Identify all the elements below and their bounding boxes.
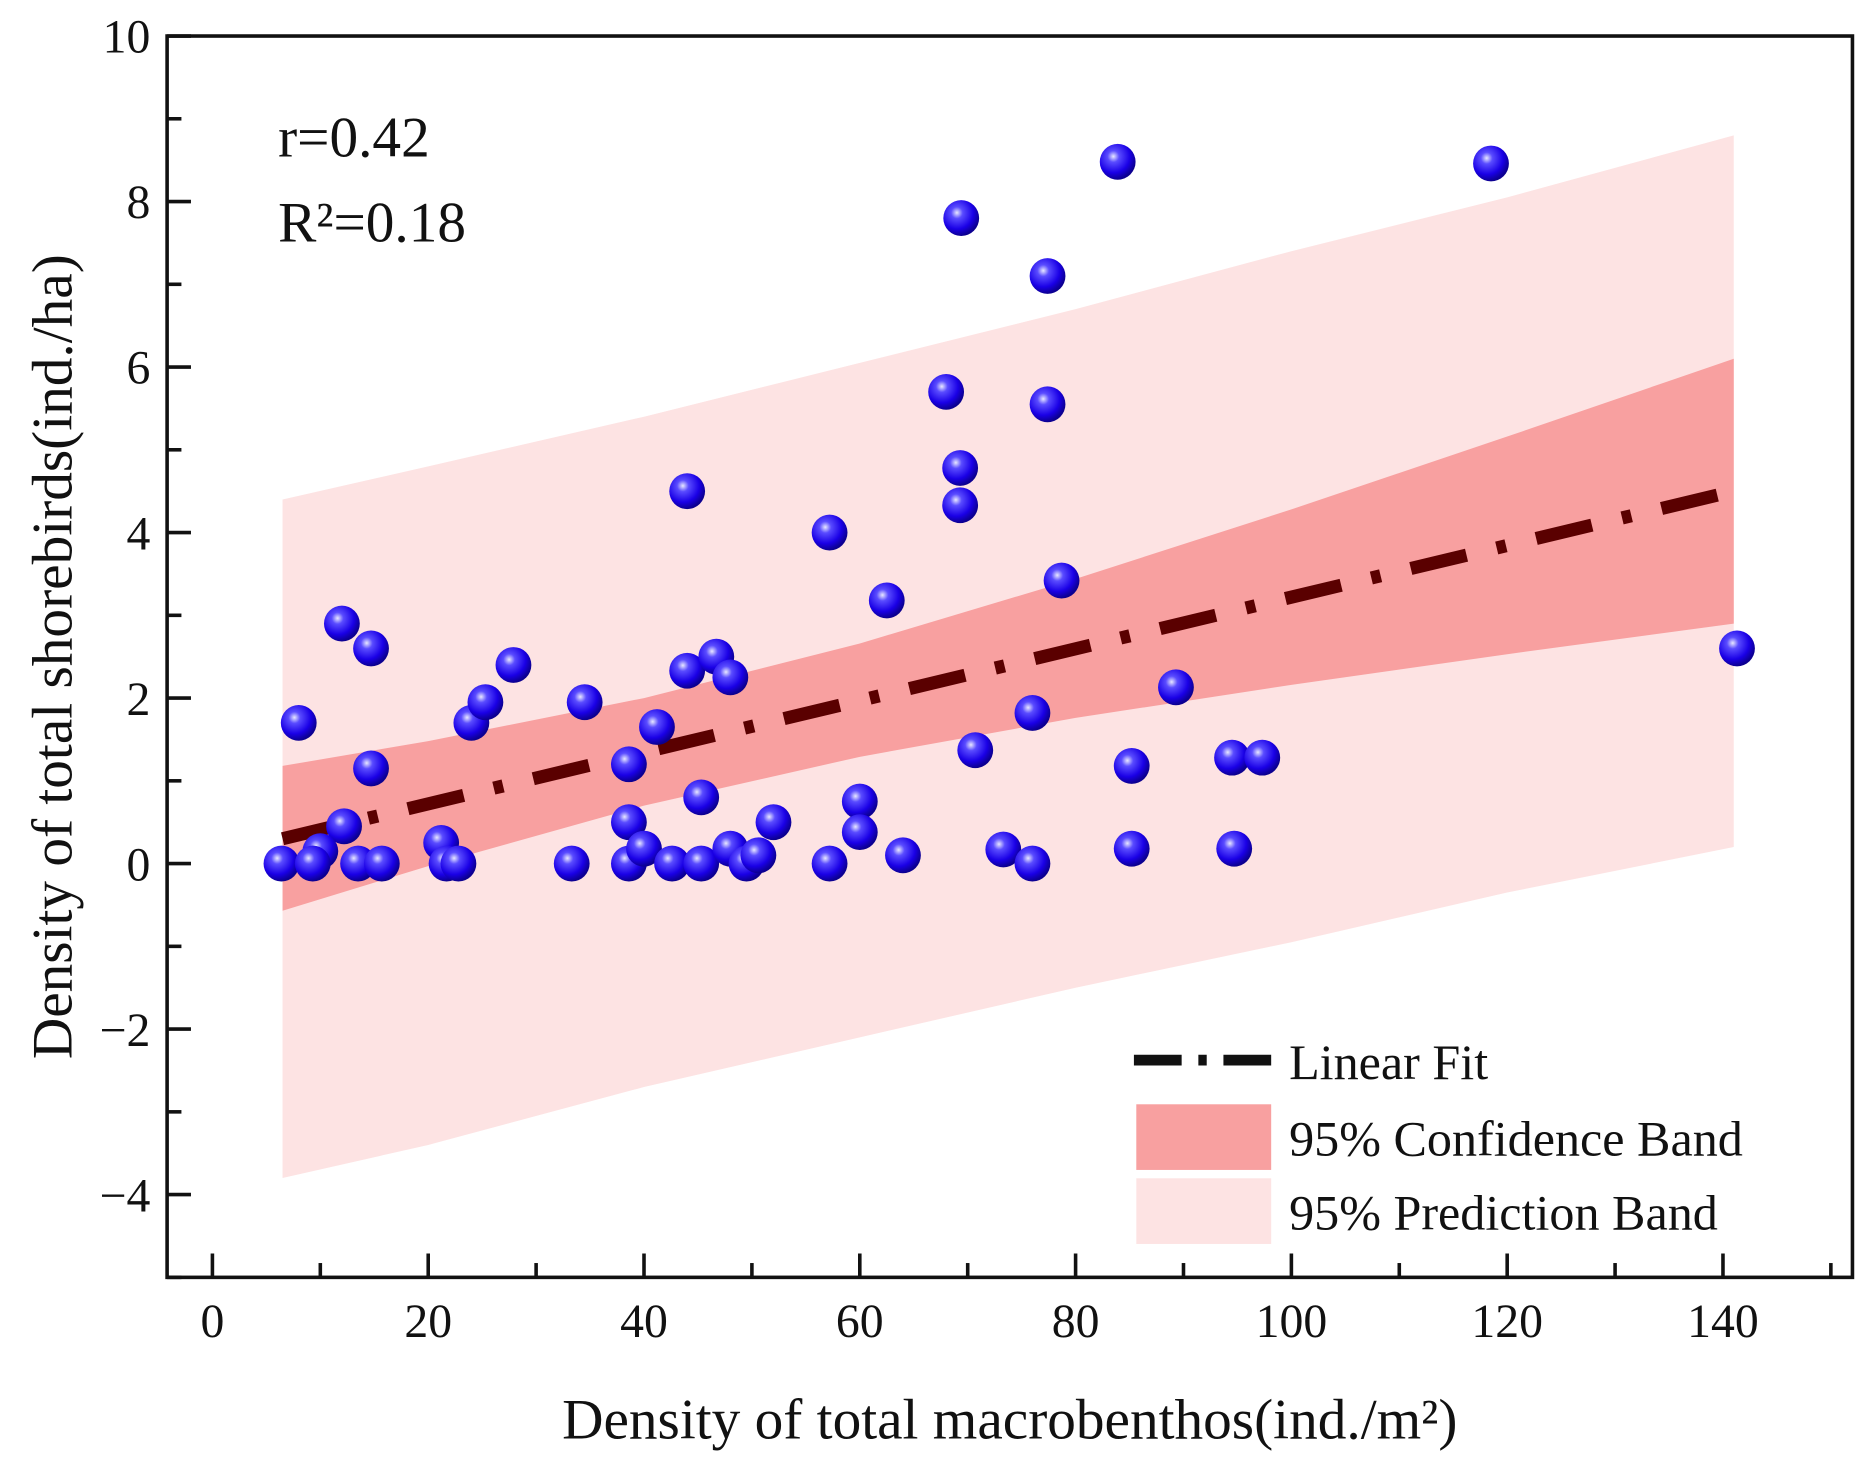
data-point	[610, 746, 647, 783]
y-tick-label: 6	[127, 342, 151, 395]
axis-ticks: 0 20 40 60 80 100 120 140 −4 −2 0 2 4 6 8 10	[100, 11, 1833, 1348]
data-point	[928, 373, 965, 410]
data-point	[1214, 739, 1250, 776]
y-axis-label: Density of total shorebirds(ind./ha)	[22, 254, 85, 1059]
data-point	[1014, 845, 1051, 882]
data-point	[495, 647, 532, 683]
data-point	[669, 652, 706, 689]
y-tick-label: 0	[127, 838, 151, 891]
data-point	[957, 732, 994, 769]
legend-prediction-swatch	[1136, 1178, 1272, 1244]
x-axis-label: Density of total macrobenthos(ind./m²)	[562, 1388, 1457, 1451]
data-point	[639, 709, 675, 745]
x-tick-label: 60	[836, 1295, 884, 1348]
y-tick-label: 10	[103, 11, 151, 64]
data-point	[1043, 562, 1080, 599]
legend: Linear Fit 95% Confidence Band 95% Predi…	[1133, 1034, 1743, 1244]
x-tick-label: 100	[1256, 1295, 1328, 1348]
data-point	[885, 837, 921, 874]
data-point	[669, 473, 706, 510]
data-point	[1113, 830, 1150, 867]
confidence-band	[282, 358, 1734, 911]
x-tick-label: 140	[1687, 1295, 1759, 1348]
data-point	[1216, 830, 1253, 867]
y-tick-label: 2	[127, 673, 151, 726]
data-point	[323, 605, 360, 642]
data-point	[363, 845, 400, 882]
x-tick-label: 40	[620, 1295, 668, 1348]
data-point	[740, 837, 777, 874]
data-point	[626, 830, 662, 867]
points-layer	[263, 143, 1755, 882]
plot-frame	[165, 34, 1855, 1280]
annotation-r2: R²=0.18	[278, 191, 466, 254]
x-tick-label: 0	[200, 1295, 224, 1348]
x-tick-label: 120	[1471, 1295, 1543, 1348]
data-point	[294, 845, 331, 882]
data-point	[610, 804, 647, 841]
legend-confidence-swatch	[1136, 1104, 1272, 1170]
data-point	[942, 450, 979, 486]
y-tick-label: 4	[127, 507, 151, 560]
data-point	[712, 659, 749, 696]
legend-label-fit: Linear Fit	[1289, 1034, 1488, 1090]
data-point	[263, 845, 300, 882]
data-point	[811, 514, 848, 551]
bands-layer	[282, 135, 1734, 1179]
x-tick-label: 80	[1052, 1295, 1100, 1348]
data-point	[841, 814, 878, 851]
legend-label-confidence: 95% Confidence Band	[1289, 1111, 1743, 1167]
y-tick-label: −2	[100, 1004, 151, 1057]
data-point	[353, 750, 389, 787]
data-point	[683, 845, 720, 882]
data-point	[553, 845, 590, 882]
data-point	[326, 808, 362, 845]
y-tick-label: −4	[100, 1169, 151, 1222]
data-point	[280, 704, 317, 741]
data-point	[353, 630, 389, 667]
x-tick-label: 20	[404, 1295, 452, 1348]
data-point	[755, 804, 792, 841]
data-point	[654, 845, 690, 882]
data-point	[811, 845, 848, 882]
data-point	[1244, 739, 1281, 776]
annotation-r: r=0.42	[278, 107, 430, 170]
data-point	[1014, 695, 1051, 731]
data-point	[440, 845, 477, 882]
data-point	[1473, 145, 1509, 182]
legend-label-prediction: 95% Prediction Band	[1289, 1185, 1718, 1241]
data-point	[1719, 630, 1755, 667]
data-point	[683, 779, 720, 816]
data-point	[868, 582, 905, 619]
data-point	[943, 200, 980, 236]
y-tick-label: 8	[127, 176, 151, 229]
data-point	[1113, 748, 1150, 784]
data-point	[1099, 143, 1136, 180]
data-point	[1029, 386, 1066, 423]
data-point	[1158, 669, 1194, 706]
data-point	[566, 684, 603, 721]
data-point	[841, 783, 878, 820]
data-point	[942, 487, 979, 524]
data-point	[985, 831, 1022, 868]
data-point	[467, 684, 504, 721]
data-point	[1029, 258, 1066, 294]
